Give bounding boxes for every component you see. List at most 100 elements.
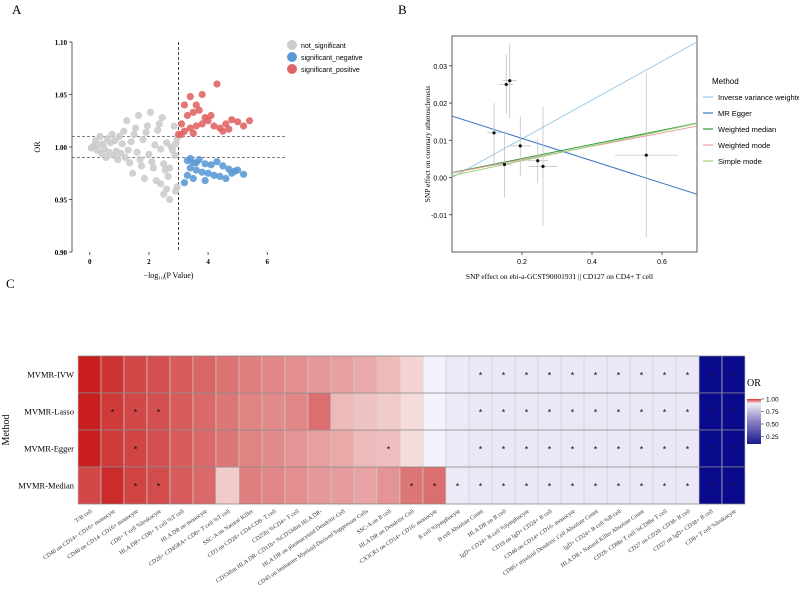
c-significance-mark: *	[709, 408, 713, 418]
a-point-significant-positive	[177, 120, 186, 128]
b-point	[541, 164, 545, 168]
a-point-significant-negative	[228, 169, 236, 177]
b-y-tick-label: 0.00	[433, 176, 447, 183]
a-point-not-significant	[126, 159, 134, 167]
b-line-simple-mode	[452, 123, 697, 177]
a-y-tick-label: 0.95	[55, 197, 68, 205]
c-significance-mark: *	[548, 482, 552, 492]
b-x-tick-label: 0.2	[517, 259, 527, 266]
a-point-significant-negative	[204, 169, 212, 177]
c-cell	[169, 392, 194, 431]
c-significance-mark: *	[111, 408, 115, 418]
b-point	[504, 82, 508, 87]
a-point-significant-positive	[198, 90, 206, 99]
c-cell	[215, 466, 240, 505]
a-point-significant-positive	[198, 120, 206, 128]
a-point-not-significant	[124, 146, 132, 154]
c-cell	[77, 392, 102, 431]
c-legend-title: OR	[747, 378, 761, 389]
a-point-not-significant	[173, 183, 181, 191]
a-point-significant-positive	[219, 127, 227, 135]
a-point-not-significant	[105, 148, 113, 156]
b-line-weighted-median	[452, 122, 697, 174]
c-significance-mark: *	[594, 482, 598, 492]
a-point-significant-positive	[195, 106, 203, 114]
c-significance-mark: *	[525, 445, 529, 455]
a-point-not-significant	[93, 146, 101, 154]
c-cell	[100, 355, 125, 394]
b-y-tick-label: 0.01	[433, 138, 447, 145]
c-cell	[307, 466, 332, 505]
c-significance-mark: *	[502, 408, 506, 418]
c-cell	[77, 355, 102, 394]
a-point-significant-negative	[222, 174, 230, 183]
b-legend-label: Weighted mode	[718, 141, 770, 150]
c-cell	[284, 429, 309, 468]
c-row-label: MVMR-Median	[18, 481, 74, 491]
c-cell	[238, 429, 263, 468]
b-point	[508, 79, 512, 83]
c-cell	[422, 429, 447, 468]
a-point-not-significant	[157, 180, 165, 188]
c-cell	[169, 429, 194, 468]
a-point-not-significant	[108, 130, 116, 138]
c-significance-mark: *	[594, 408, 598, 418]
a-point-significant-negative	[186, 164, 194, 172]
c-significance-mark: *	[709, 371, 713, 381]
a-point-not-significant	[170, 122, 178, 130]
b-point	[644, 153, 648, 157]
a-point-not-significant	[102, 153, 110, 162]
c-significance-mark: *	[640, 482, 644, 492]
c-significance-mark: *	[617, 445, 621, 455]
a-point-significant-negative	[219, 162, 227, 170]
a-legend-label: not_significant	[301, 43, 346, 50]
a-point-not-significant	[137, 162, 146, 170]
a-point-not-significant	[99, 140, 107, 148]
c-cell	[353, 355, 378, 394]
a-point-not-significant	[142, 128, 150, 136]
a-legend-swatch	[287, 64, 297, 74]
a-point-significant-negative	[213, 158, 221, 166]
a-point-significant-positive	[189, 108, 197, 116]
c-cell	[100, 429, 125, 468]
a-point-not-significant	[160, 160, 168, 168]
c-cell	[261, 392, 286, 431]
a-point-significant-positive	[228, 116, 236, 124]
c-significance-mark: *	[479, 445, 483, 455]
a-point-significant-negative	[201, 160, 209, 168]
c-row-label: MVMR-IVW	[27, 370, 74, 380]
a-point-significant-positive	[239, 122, 248, 130]
panel-a-volcano: 0.90 0.95 1.00 1.05 1.10 0 2 4 6 OR −log₁₀(P Value…	[33, 39, 363, 280]
a-x-tick-label: 2	[147, 258, 151, 266]
a-point-not-significant	[136, 156, 144, 164]
c-significance-mark: *	[456, 482, 460, 492]
c-significance-mark: *	[548, 445, 552, 455]
c-significance-mark: *	[709, 482, 713, 492]
a-point-not-significant	[130, 130, 138, 138]
c-significance-mark: *	[525, 408, 529, 418]
b-x-tick-label: 0.6	[657, 259, 667, 266]
panel-label-b: B	[398, 2, 407, 17]
c-cell	[284, 392, 309, 431]
c-cell	[100, 466, 125, 505]
b-legend-label: Inverse variance weighted	[718, 93, 799, 102]
a-point-significant-positive	[186, 93, 194, 101]
a-point-significant-positive	[207, 111, 215, 120]
b-y-label: SNP effect on coronary atherosclerosis	[423, 86, 432, 203]
c-significance-mark: *	[387, 445, 391, 455]
a-point-not-significant	[118, 140, 126, 148]
c-significance-mark: *	[571, 482, 575, 492]
b-y-tick-label: 0.03	[433, 64, 447, 71]
c-significance-mark: *	[732, 482, 736, 492]
a-point-not-significant	[129, 169, 137, 177]
panel-label-c: C	[6, 276, 15, 291]
c-row-label: MVMR-Egger	[24, 444, 74, 454]
a-point-not-significant	[146, 108, 154, 116]
a-point-significant-negative	[183, 171, 191, 179]
c-significance-mark: *	[663, 371, 667, 381]
a-point-not-significant	[166, 195, 174, 204]
c-row-label: MVMR-Lasso	[24, 407, 74, 417]
c-significance-mark: *	[502, 482, 506, 492]
a-point-significant-positive	[201, 114, 209, 122]
c-significance-mark: *	[134, 408, 138, 418]
